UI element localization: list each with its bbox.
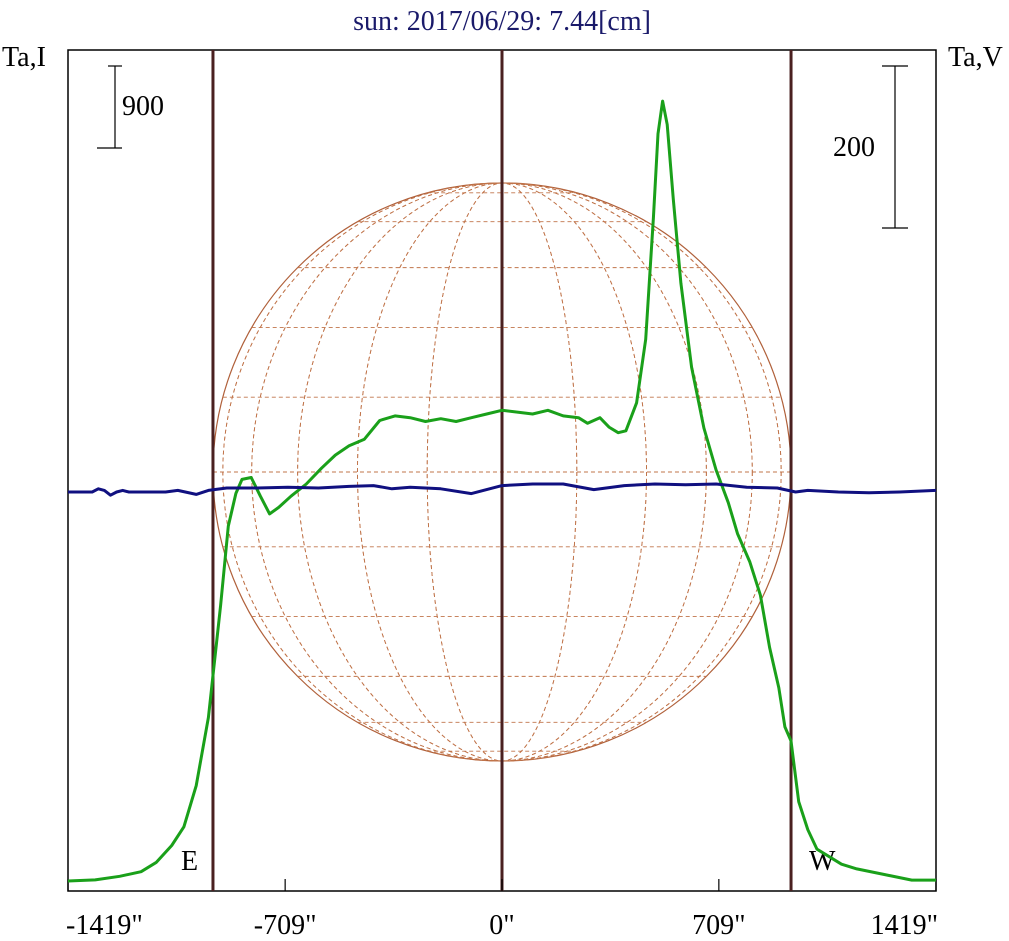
x-tick-label: -709" [254,910,317,941]
polarization-series-line [68,482,937,497]
limb-marker-label: E [181,846,198,877]
left-scale-bar: 900 [97,65,164,149]
limb-marker-label: W [809,846,836,877]
right-scale-label: 200 [833,132,875,163]
chart-title: sun: 2017/06/29: 7.44[cm] [353,6,651,37]
x-tick-label: 0" [489,910,514,941]
intensity-series-line [67,99,936,883]
left-axis-label: Ta,I [2,42,46,73]
series-lines [67,99,937,883]
right-scale-bar: 200 [833,65,908,229]
x-axis: -1419" -709" 0" 709" 1419" [66,879,938,941]
x-tick-label: 709" [692,910,745,941]
right-axis-label: Ta,V [948,42,1003,73]
x-tick-label: -1419" [66,910,143,941]
x-tick-label: 1419" [871,910,938,941]
left-scale-label: 900 [122,91,164,122]
